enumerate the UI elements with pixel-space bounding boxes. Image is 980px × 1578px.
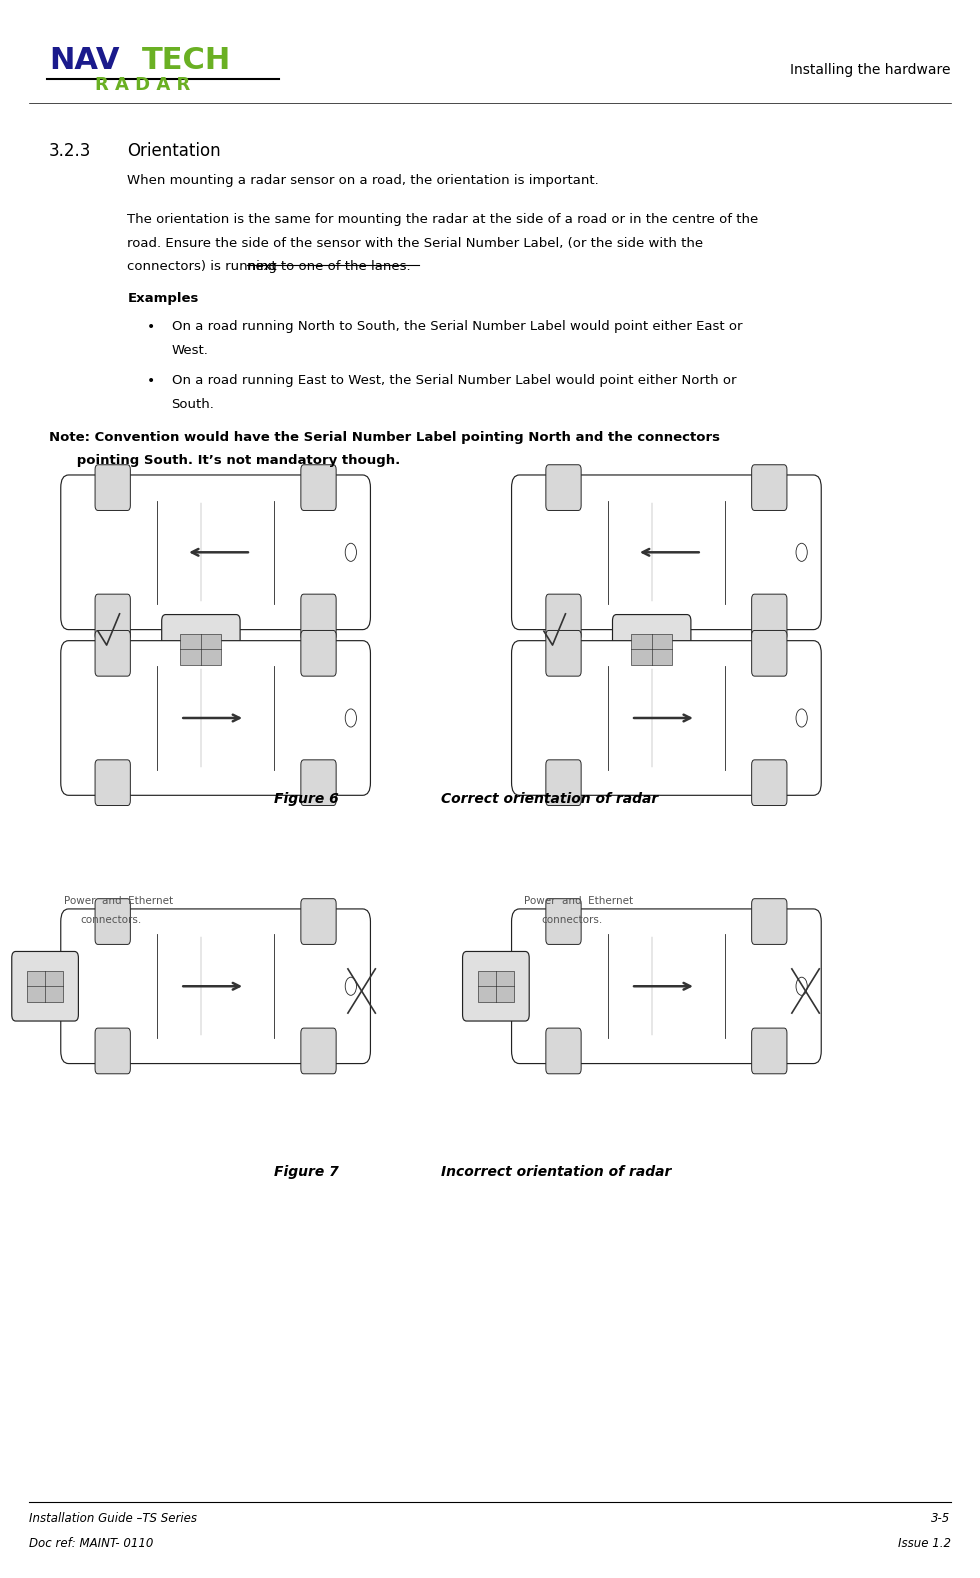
Text: connectors) is running: connectors) is running — [127, 260, 281, 273]
FancyBboxPatch shape — [301, 595, 336, 639]
FancyBboxPatch shape — [95, 595, 130, 639]
Text: Incorrect orientation of radar: Incorrect orientation of radar — [441, 1165, 671, 1179]
FancyBboxPatch shape — [631, 634, 672, 664]
Text: When mounting a radar sensor on a road, the orientation is important.: When mounting a radar sensor on a road, … — [127, 174, 599, 186]
FancyBboxPatch shape — [301, 899, 336, 944]
FancyBboxPatch shape — [301, 761, 336, 805]
FancyBboxPatch shape — [12, 952, 78, 1021]
FancyBboxPatch shape — [95, 899, 130, 944]
FancyBboxPatch shape — [752, 761, 787, 805]
FancyBboxPatch shape — [512, 641, 821, 795]
Text: Power  and  Ethernet: Power and Ethernet — [524, 896, 633, 906]
Text: NAV: NAV — [49, 46, 120, 74]
Text: Installing the hardware: Installing the hardware — [790, 63, 951, 77]
Text: connectors.: connectors. — [541, 915, 602, 925]
FancyBboxPatch shape — [612, 614, 691, 685]
Text: On a road running North to South, the Serial Number Label would point either Eas: On a road running North to South, the Se… — [172, 320, 742, 333]
FancyBboxPatch shape — [61, 475, 370, 630]
FancyBboxPatch shape — [546, 761, 581, 805]
FancyBboxPatch shape — [752, 466, 787, 510]
Text: Figure 6: Figure 6 — [274, 792, 339, 806]
FancyBboxPatch shape — [301, 1029, 336, 1073]
FancyBboxPatch shape — [27, 970, 63, 1002]
Text: R A D A R: R A D A R — [95, 76, 190, 93]
FancyBboxPatch shape — [95, 631, 130, 675]
FancyBboxPatch shape — [512, 475, 821, 630]
FancyBboxPatch shape — [546, 466, 581, 510]
FancyBboxPatch shape — [162, 614, 240, 685]
FancyBboxPatch shape — [752, 631, 787, 675]
Text: Orientation: Orientation — [127, 142, 221, 159]
FancyBboxPatch shape — [478, 970, 514, 1002]
Text: On a road running East to West, the Serial Number Label would point either North: On a road running East to West, the Seri… — [172, 374, 736, 387]
FancyBboxPatch shape — [546, 1029, 581, 1073]
Text: TECH: TECH — [142, 46, 231, 74]
Text: road. Ensure the side of the sensor with the Serial Number Label, (or the side w: road. Ensure the side of the sensor with… — [127, 237, 704, 249]
FancyBboxPatch shape — [61, 909, 370, 1064]
FancyBboxPatch shape — [546, 631, 581, 675]
Text: next to one of the lanes.: next to one of the lanes. — [247, 260, 411, 273]
Text: 3-5: 3-5 — [931, 1512, 951, 1524]
Text: •: • — [147, 374, 155, 388]
FancyBboxPatch shape — [180, 634, 221, 664]
FancyBboxPatch shape — [61, 641, 370, 795]
FancyBboxPatch shape — [301, 631, 336, 675]
FancyBboxPatch shape — [463, 952, 529, 1021]
FancyBboxPatch shape — [752, 899, 787, 944]
Text: Figure 7: Figure 7 — [274, 1165, 339, 1179]
Text: Installation Guide –TS Series: Installation Guide –TS Series — [29, 1512, 197, 1524]
FancyBboxPatch shape — [95, 466, 130, 510]
FancyBboxPatch shape — [546, 899, 581, 944]
Text: Examples: Examples — [127, 292, 199, 305]
Text: Power  and  Ethernet: Power and Ethernet — [64, 896, 172, 906]
FancyBboxPatch shape — [752, 595, 787, 639]
Text: •: • — [147, 320, 155, 335]
Text: The orientation is the same for mounting the radar at the side of a road or in t: The orientation is the same for mounting… — [127, 213, 759, 226]
FancyBboxPatch shape — [95, 1029, 130, 1073]
Text: South.: South. — [172, 398, 215, 410]
FancyBboxPatch shape — [95, 761, 130, 805]
Text: Correct orientation of radar: Correct orientation of radar — [441, 792, 659, 806]
FancyBboxPatch shape — [301, 466, 336, 510]
Text: 3.2.3: 3.2.3 — [49, 142, 91, 159]
FancyBboxPatch shape — [546, 595, 581, 639]
Text: Doc ref: MAINT- 0110: Doc ref: MAINT- 0110 — [29, 1537, 154, 1550]
Text: West.: West. — [172, 344, 209, 357]
Text: connectors.: connectors. — [80, 915, 141, 925]
Text: pointing South. It’s not mandatory though.: pointing South. It’s not mandatory thoug… — [49, 454, 400, 467]
Text: Issue 1.2: Issue 1.2 — [898, 1537, 951, 1550]
Text: Note: Convention would have the Serial Number Label pointing North and the conne: Note: Convention would have the Serial N… — [49, 431, 720, 443]
FancyBboxPatch shape — [752, 1029, 787, 1073]
FancyBboxPatch shape — [512, 909, 821, 1064]
